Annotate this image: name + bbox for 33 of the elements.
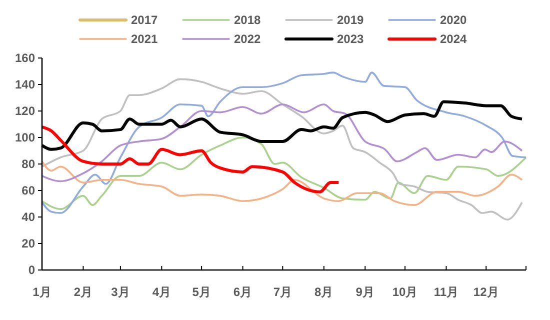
line-series — [41, 136, 527, 210]
x-tick-label: 11月 — [434, 285, 459, 299]
y-tick-label: 80 — [22, 157, 36, 172]
y-tick-label: 140 — [14, 78, 36, 92]
y-tick-label: 0 — [28, 263, 36, 278]
x-tick-label: 4月 — [152, 285, 172, 299]
x-tick-label: 12月 — [473, 285, 499, 299]
x-tick-label: 5月 — [192, 285, 211, 299]
y-tick-label: 100 — [14, 130, 36, 145]
y-tick-label: 120 — [14, 104, 36, 118]
x-tick-label: 2月 — [74, 285, 93, 299]
legend-label: 2023 — [337, 32, 364, 46]
legend-label: 2022 — [234, 32, 262, 46]
y-tick-label: 160 — [14, 51, 36, 66]
x-tick-label: 10月 — [392, 285, 418, 299]
legend-label: 2018 — [234, 13, 262, 28]
y-tick-label: 60 — [22, 184, 36, 198]
legend-label: 2021 — [131, 32, 158, 46]
x-tick-label: 6月 — [233, 285, 252, 299]
x-tick-label: 8月 — [314, 285, 334, 299]
y-tick-label: 40 — [22, 210, 36, 224]
x-tick-label: 7月 — [273, 285, 292, 299]
legend-label: 2020 — [440, 13, 468, 28]
legend-label: 2024 — [440, 32, 468, 46]
legend-label: 2017 — [131, 13, 158, 28]
x-tick-label: 9月 — [356, 285, 374, 299]
x-tick-label: 1月 — [32, 285, 52, 299]
line-series — [41, 160, 523, 206]
legend-label: 2019 — [337, 13, 364, 28]
x-tick-label: 3月 — [111, 285, 130, 299]
line-series — [41, 103, 523, 182]
y-tick-label: 20 — [22, 236, 36, 251]
line-series — [40, 125, 340, 194]
